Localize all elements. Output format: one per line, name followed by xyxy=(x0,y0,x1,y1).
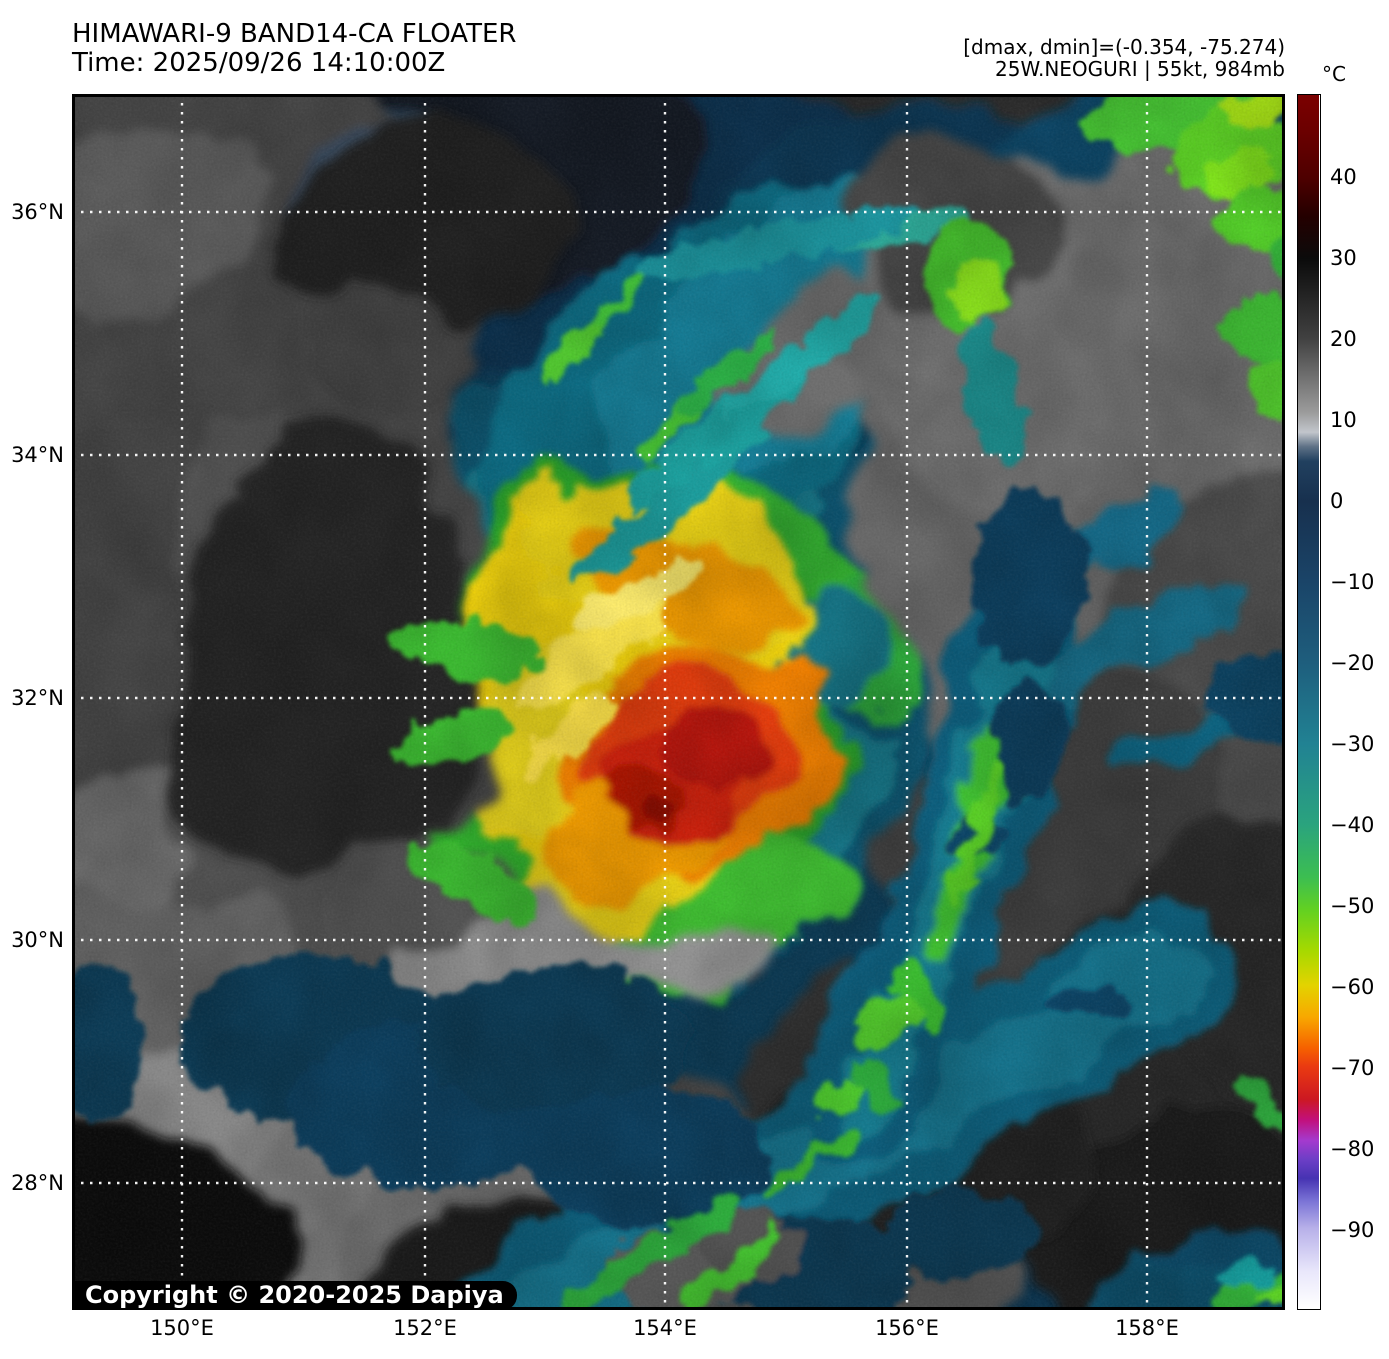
colorbar-unit-label: °C xyxy=(1322,62,1346,86)
map-frame xyxy=(72,94,1285,1310)
lat-label: 32°N xyxy=(11,686,64,710)
lon-label: 154°E xyxy=(633,1316,697,1340)
lat-label: 30°N xyxy=(11,928,64,952)
lat-label: 34°N xyxy=(11,443,64,467)
info-block: [dmax, dmin]=(-0.354, -75.274) 25W.NEOGU… xyxy=(963,36,1285,80)
colorbar-tick: −80 xyxy=(1330,1137,1375,1161)
figure-title: HIMAWARI-9 BAND14-CA FLOATER xyxy=(72,19,517,49)
colorbar-tick: −70 xyxy=(1330,1056,1375,1080)
fine-grain-light-texture xyxy=(72,94,1285,1310)
lon-label: 158°E xyxy=(1115,1316,1179,1340)
figure-timestamp: Time: 2025/09/26 14:10:00Z xyxy=(72,48,446,78)
lon-label: 152°E xyxy=(393,1316,457,1340)
lon-label: 150°E xyxy=(150,1316,214,1340)
colorbar-tick: −40 xyxy=(1330,813,1375,837)
colorbar-tick: −30 xyxy=(1330,732,1375,756)
colorbar-tick: −10 xyxy=(1330,570,1375,594)
lon-label: 156°E xyxy=(875,1316,939,1340)
title-block: HIMAWARI-9 BAND14-CA FLOATER Time: 2025/… xyxy=(72,20,516,78)
colorbar-tick: −50 xyxy=(1330,894,1375,918)
colorbar-tick: −60 xyxy=(1330,975,1375,999)
lat-label: 28°N xyxy=(11,1171,64,1195)
colorbar-tick: 40 xyxy=(1330,165,1357,189)
satellite-map xyxy=(72,94,1285,1310)
colorbar-gradient xyxy=(1298,95,1319,1308)
storm-status: 25W.NEOGURI | 55kt, 984mb xyxy=(995,57,1285,81)
colorbar-tick: −20 xyxy=(1330,651,1375,675)
lat-label: 36°N xyxy=(11,200,64,224)
colorbar-tick: 0 xyxy=(1330,489,1344,513)
colorbar-tick: 20 xyxy=(1330,327,1357,351)
colorbar-tick: −90 xyxy=(1330,1218,1375,1242)
colorbar xyxy=(1297,94,1321,1310)
satellite-image xyxy=(72,94,1285,1310)
colorbar-tick: 30 xyxy=(1330,246,1357,270)
colorbar-tick: 10 xyxy=(1330,408,1357,432)
stat-dmax-dmin: [dmax, dmin]=(-0.354, -75.274) xyxy=(963,35,1285,59)
copyright-badge: Copyright © 2020-2025 Dapiya xyxy=(72,1281,517,1310)
